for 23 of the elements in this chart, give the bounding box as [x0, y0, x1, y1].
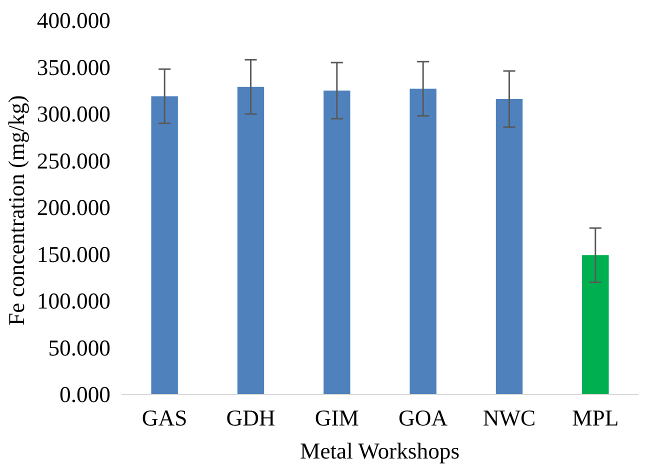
bar: [410, 88, 436, 394]
y-axis-title: Fe concentration (mg/kg): [4, 95, 29, 326]
x-tick-label: GAS: [142, 406, 188, 430]
y-tick-label: 0.000: [60, 382, 111, 407]
y-tick-label: 200.000: [36, 195, 111, 220]
y-tick-label: 400.000: [36, 8, 111, 33]
y-tick-label: 150.000: [36, 242, 111, 267]
x-axis-title: Metal Workshops: [300, 438, 460, 464]
y-tick-label: 300.000: [36, 102, 111, 126]
bar: [496, 99, 523, 394]
bar: [151, 96, 178, 394]
x-tick-label: GIM: [314, 406, 359, 430]
x-tick-label: GDH: [226, 406, 276, 430]
y-tick-label: 100.000: [36, 288, 111, 314]
y-tick-label: 50.000: [48, 335, 111, 360]
x-tick-label: NWC: [482, 406, 536, 430]
x-tick-label: GOA: [398, 406, 448, 430]
bar: [324, 90, 350, 394]
y-tick-label: 250.000: [36, 148, 111, 174]
bar: [237, 86, 264, 394]
bar: [582, 255, 609, 394]
x-tick-label: MPL: [572, 406, 619, 430]
y-tick-label: 350.000: [36, 54, 111, 80]
